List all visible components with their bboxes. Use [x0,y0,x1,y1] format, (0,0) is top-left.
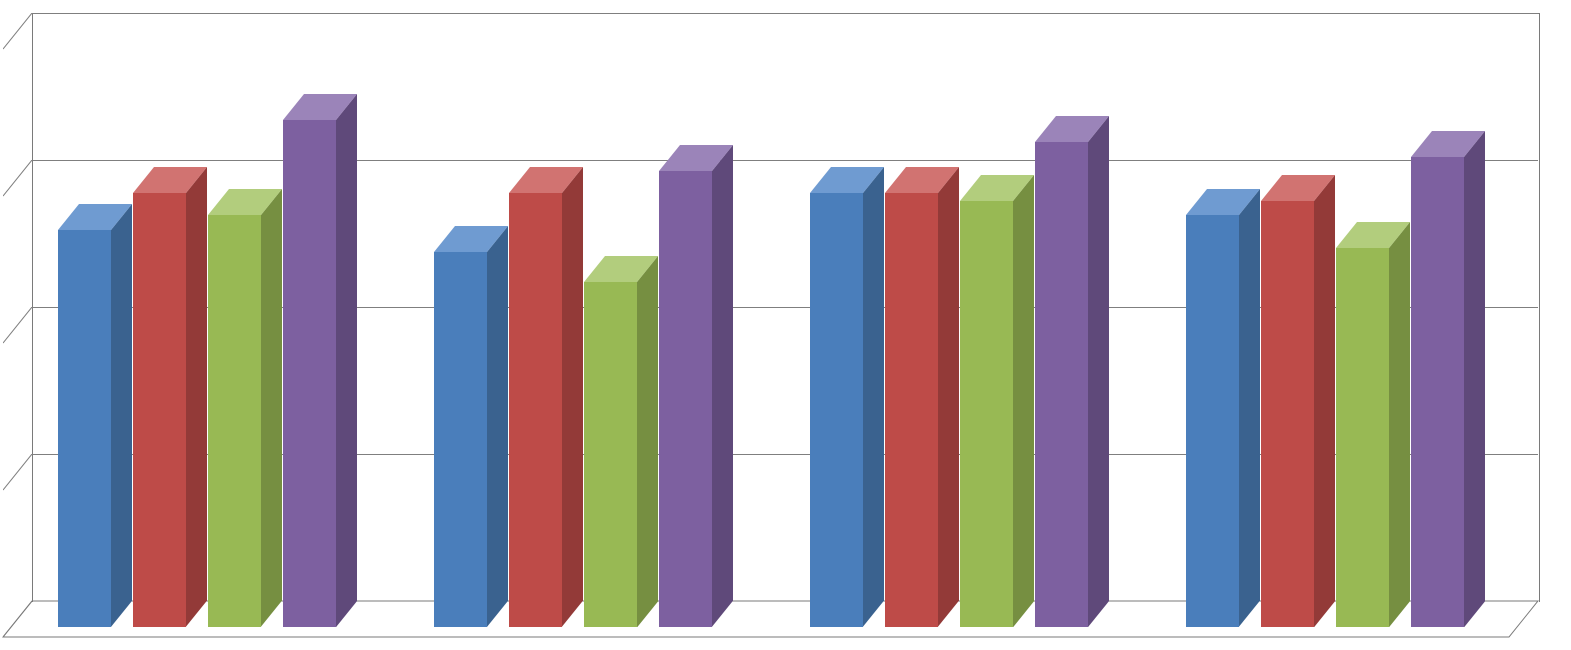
bar-series-3 [1411,131,1485,627]
gridline-y [32,160,1538,161]
bar-series-3 [659,145,733,627]
gridline-depth [3,13,34,51]
bar-series-2 [960,175,1034,627]
gridline-depth [3,601,34,639]
bar-series-3 [283,94,357,627]
bar-series-2 [1336,222,1410,627]
bar-series-1 [885,167,959,627]
bar-series-0 [434,226,508,627]
bar-series-1 [509,167,583,627]
bar-chart-3d [0,0,1571,650]
bar-series-2 [584,256,658,627]
bar-series-2 [208,189,282,627]
gridline-depth [3,160,34,198]
bar-series-0 [1186,189,1260,627]
bar-series-1 [1261,175,1335,627]
chart-back-wall [32,13,1540,602]
gridline-y [32,454,1538,455]
gridline-y [32,13,1538,14]
bar-series-1 [133,167,207,627]
bar-series-3 [1035,116,1109,627]
gridline-depth [3,454,34,492]
bar-series-0 [810,167,884,627]
gridline-depth [3,307,34,345]
gridline-y [32,307,1538,308]
bar-series-0 [58,204,132,627]
chart-floor [2,600,1539,638]
